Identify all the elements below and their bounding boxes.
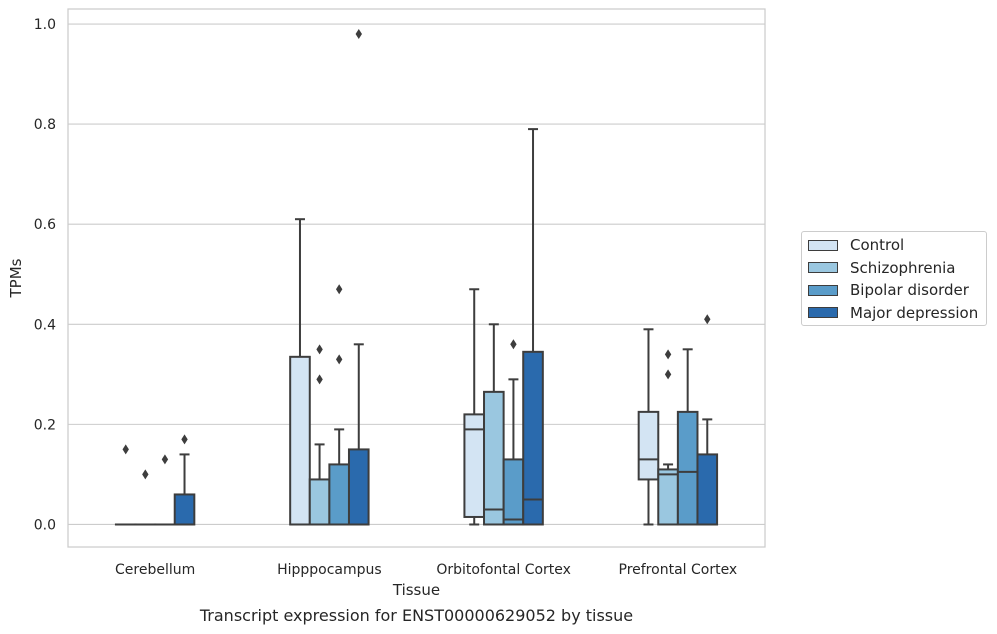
legend-label-bipolar-disorder: Bipolar disorder — [850, 281, 969, 299]
legend-item-control: Control — [808, 235, 904, 255]
outlier-point — [181, 434, 188, 445]
box-group — [328, 284, 350, 526]
outlier-point — [316, 374, 323, 385]
legend-swatch-bipolar-disorder — [808, 284, 838, 296]
box-group — [522, 128, 544, 526]
legend-item-major-depression: Major depression — [808, 303, 978, 323]
box — [676, 410, 699, 526]
x-tick-label: Cerebellum — [115, 562, 195, 578]
y-tick-label: 0.2 — [34, 417, 56, 433]
box-group — [483, 323, 505, 526]
outlier-point — [142, 469, 149, 480]
legend: Control Schizophrenia Bipolar disorder M… — [801, 231, 987, 326]
x-tick-label: Prefrontal Cortex — [619, 562, 738, 578]
box — [289, 355, 311, 526]
legend-item-schizophrenia: Schizophrenia — [808, 258, 955, 278]
y-axis-label: TPMs — [7, 258, 25, 298]
legend-swatch-schizophrenia — [808, 262, 838, 273]
outlier-point — [664, 369, 672, 380]
box-group — [347, 29, 370, 526]
box — [173, 493, 196, 526]
box-group — [173, 434, 196, 526]
box-group — [502, 339, 525, 526]
box — [483, 390, 505, 526]
legend-label-schizophrenia: Schizophrenia — [850, 258, 956, 277]
outlier-point — [122, 444, 129, 455]
box-group — [289, 218, 311, 526]
y-tick-label: 0.0 — [34, 517, 56, 533]
box — [696, 453, 719, 526]
plot-frame — [67, 8, 766, 548]
box-group — [676, 348, 699, 526]
x-axis-label: Tissue — [392, 581, 440, 599]
gridlines — [68, 23, 765, 526]
legend-label-control: Control — [850, 236, 905, 254]
legend-swatch-control — [808, 239, 838, 251]
box — [637, 410, 660, 481]
box-group — [657, 349, 679, 526]
legend-item-bipolar-disorder: Bipolar disorder — [808, 280, 969, 300]
legend-label-major-depression: Major depression — [850, 303, 979, 322]
y-tick-label: 0.4 — [34, 317, 56, 333]
y-tick-label: 1.0 — [34, 17, 56, 33]
outlier-point — [161, 454, 169, 465]
x-tick-label: Hipppocampus — [277, 562, 382, 578]
outlier-point — [704, 314, 711, 325]
box-group — [114, 444, 137, 526]
tick-labels: 0.0 0.2 0.4 0.6 0.8 1.0 Cerebellum Hipppocampus… — [34, 17, 738, 578]
box — [502, 458, 525, 526]
box-group — [308, 344, 331, 526]
box — [657, 468, 679, 526]
box — [308, 478, 331, 526]
box-group — [463, 288, 486, 526]
outlier-point — [335, 354, 343, 365]
outlier-point — [664, 349, 672, 360]
outlier-point — [335, 284, 343, 295]
outlier-point — [316, 344, 323, 355]
box-group — [154, 454, 176, 526]
outlier-point — [355, 29, 362, 40]
box-group — [696, 314, 719, 526]
outlier-point — [510, 339, 517, 350]
y-tick-label: 0.8 — [34, 117, 56, 133]
box — [328, 463, 350, 526]
x-tick-label: Orbitofontal Cortex — [436, 562, 571, 578]
box-group — [134, 469, 157, 526]
box — [347, 448, 370, 526]
figure-caption: Transcript expression for ENST0000062905… — [199, 606, 634, 625]
legend-swatch-major-depression — [808, 307, 838, 318]
box-group — [637, 328, 660, 526]
boxes — [114, 29, 719, 526]
y-tick-label: 0.6 — [34, 217, 56, 233]
